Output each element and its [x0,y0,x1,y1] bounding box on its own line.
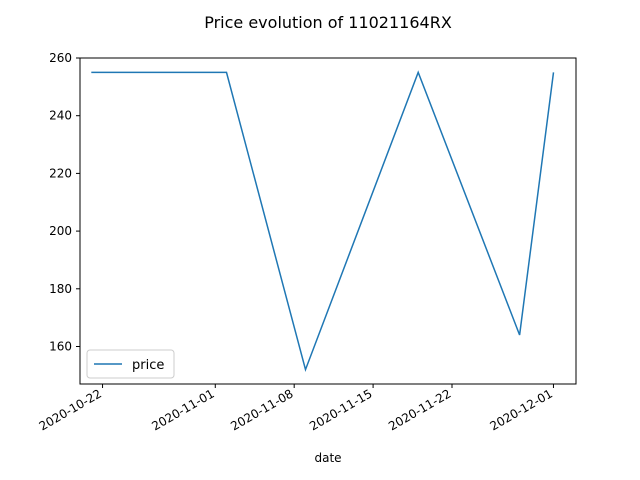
y-tick-label: 180 [49,282,72,296]
chart-title: Price evolution of 11021164RX [204,13,452,32]
x-tick-label: 2020-11-15 [307,386,374,433]
y-tick-label: 260 [49,51,72,65]
legend: price [86,349,175,379]
x-axis-label: date [314,451,341,465]
y-tick-label: 220 [49,166,72,180]
x-tick-label: 2020-11-22 [386,386,453,433]
plot-frame [79,57,577,385]
y-tick-label: 240 [49,109,72,123]
x-tick-label: 2020-11-08 [228,386,295,433]
series-line-price [91,70,555,373]
legend-label: price [132,358,164,373]
legend-box [86,349,175,379]
x-tick-label: 2020-11-01 [149,386,216,433]
x-tick-label: 2020-12-01 [488,386,555,433]
y-tick-label: 160 [49,339,72,353]
y-tick-label: 200 [49,224,72,238]
x-tick-label: 2020-10-22 [37,386,104,433]
plot-area: 160 180 200 220 240 260 2020-10-22 2020-11-01 20… [37,51,577,433]
